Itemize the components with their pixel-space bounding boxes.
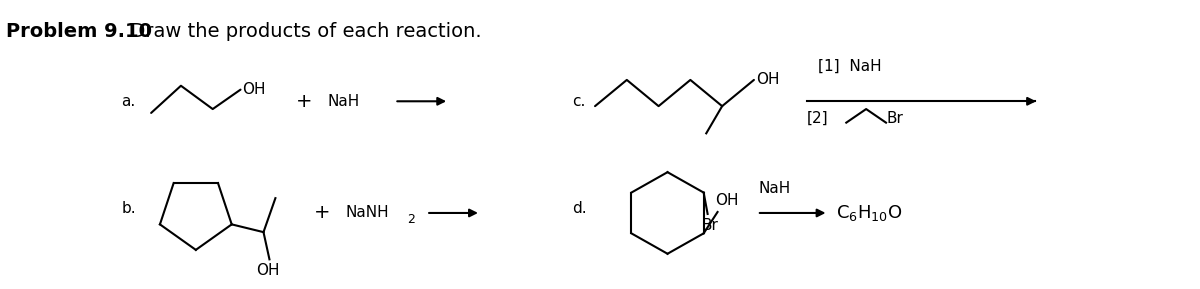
Text: NaH: NaH (328, 94, 360, 109)
Text: [2]: [2] (806, 111, 828, 126)
Text: OH: OH (715, 193, 739, 208)
Text: +: + (296, 92, 312, 111)
Text: OH: OH (756, 73, 780, 87)
Text: 2: 2 (407, 213, 415, 226)
Text: NaNH: NaNH (346, 205, 390, 221)
Text: b.: b. (121, 201, 136, 216)
Text: c.: c. (572, 94, 586, 109)
Text: OH: OH (256, 263, 280, 278)
Text: a.: a. (121, 94, 136, 109)
Text: +: + (313, 203, 330, 223)
Text: OH: OH (242, 82, 266, 97)
Text: $\mathregular{C_6H_{10}O}$: $\mathregular{C_6H_{10}O}$ (836, 203, 902, 223)
Text: [1]  NaH: [1] NaH (818, 59, 882, 74)
Text: Draw the products of each reaction.: Draw the products of each reaction. (119, 22, 482, 41)
Text: Problem 9.10: Problem 9.10 (6, 22, 152, 41)
Text: d.: d. (572, 201, 587, 216)
Text: Br: Br (702, 218, 719, 233)
Text: NaH: NaH (758, 181, 791, 197)
Text: Br: Br (887, 111, 904, 126)
